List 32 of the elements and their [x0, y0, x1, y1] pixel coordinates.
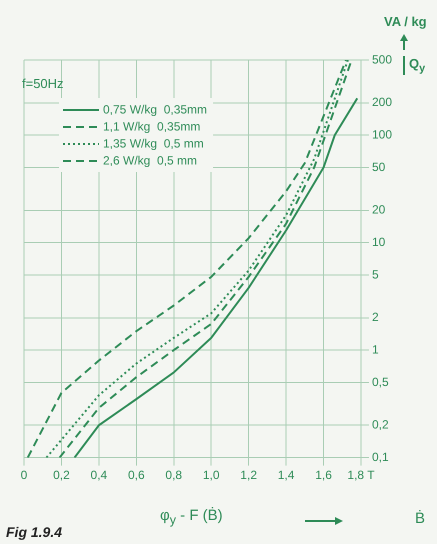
- x-tick-label: 1,4: [278, 468, 295, 482]
- y-tick-label: 1: [372, 342, 379, 356]
- y-tick-label: 5: [372, 267, 379, 282]
- x-tick-label: 0: [20, 468, 28, 482]
- x-tick-label: 1,0: [202, 468, 220, 482]
- caption: Fig 1.9.4: [6, 524, 62, 540]
- x-tick-label: 0,6: [128, 468, 145, 482]
- x-tick-label: 1,6: [315, 468, 332, 482]
- legend-label: 0,75 W/kg 0,35mm: [103, 102, 208, 116]
- y-tick-label: 200: [372, 95, 392, 110]
- y-tick-label: 0,5: [372, 374, 389, 389]
- y-tick-label: 100: [372, 127, 392, 142]
- annotation: f=50Hz: [22, 76, 64, 91]
- y-tick-label: 500: [372, 52, 392, 66]
- legend-label: 1,1 W/kg 0,35mm: [103, 119, 200, 134]
- x-axis-title: φ$_{y}$ - F (Ḃ): [160, 507, 223, 527]
- x-tick-label: 1,2: [240, 468, 258, 482]
- x-tick-label: 1,8 T: [347, 468, 376, 482]
- y-tick-label: 10: [372, 234, 386, 249]
- x-tick-label: 0,8: [165, 468, 182, 482]
- x-tick-label: 0,4: [90, 468, 108, 482]
- y-tick-label: 0,1: [372, 450, 389, 464]
- y-tick-label: 2: [372, 310, 379, 324]
- legend-label: 1,35 W/kg 0,5 mm: [103, 136, 204, 150]
- text: Ḃ: [415, 510, 426, 527]
- x-tick-label: 0,2: [53, 468, 70, 482]
- y-tick-label: 50: [372, 160, 386, 174]
- legend-label: 2,6 W/kg 0,5 mm: [103, 153, 198, 168]
- y-tick-label: 0,2: [372, 418, 389, 432]
- y-tick-label: 20: [372, 202, 386, 217]
- y2-axis-title: Q$_{y}$: [403, 56, 426, 75]
- y-axis-title: VA / kg: [384, 14, 427, 29]
